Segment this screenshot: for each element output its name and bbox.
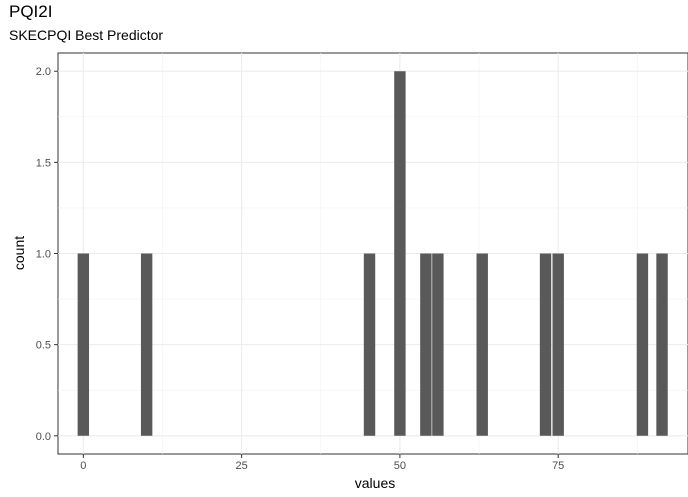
- histogram-bar: [420, 253, 432, 436]
- histogram-bar: [77, 253, 90, 436]
- y-tick-label: 0.5: [36, 340, 51, 352]
- y-tick-label: 1.5: [36, 157, 51, 169]
- histogram-bar: [394, 71, 406, 436]
- histogram-bar: [140, 253, 153, 436]
- x-tick-label: 25: [235, 460, 247, 472]
- axes: 0 25 50 75 0.0 0.5 1.0 1.5 2.0: [36, 66, 565, 472]
- x-tick-label: 75: [552, 460, 564, 472]
- y-axis-title: count: [11, 236, 27, 270]
- y-tick-label: 2.0: [36, 66, 51, 78]
- histogram-bar: [363, 253, 376, 436]
- histogram-bar: [656, 253, 668, 436]
- x-tick-label: 0: [80, 460, 86, 472]
- histogram-bar: [636, 253, 649, 436]
- bars: [77, 71, 668, 436]
- y-tick-label: 1.0: [36, 249, 51, 261]
- x-axis-title: values: [355, 475, 395, 491]
- histogram-bar: [432, 253, 444, 436]
- chart-title: PQI2I: [9, 2, 53, 21]
- chart-subtitle: SKECPQI Best Predictor: [9, 27, 164, 43]
- histogram-bar: [539, 253, 552, 436]
- histogram-bar: [552, 253, 564, 436]
- x-tick-label: 50: [394, 460, 406, 472]
- histogram-bar: [476, 253, 488, 436]
- y-tick-label: 0.0: [36, 431, 51, 443]
